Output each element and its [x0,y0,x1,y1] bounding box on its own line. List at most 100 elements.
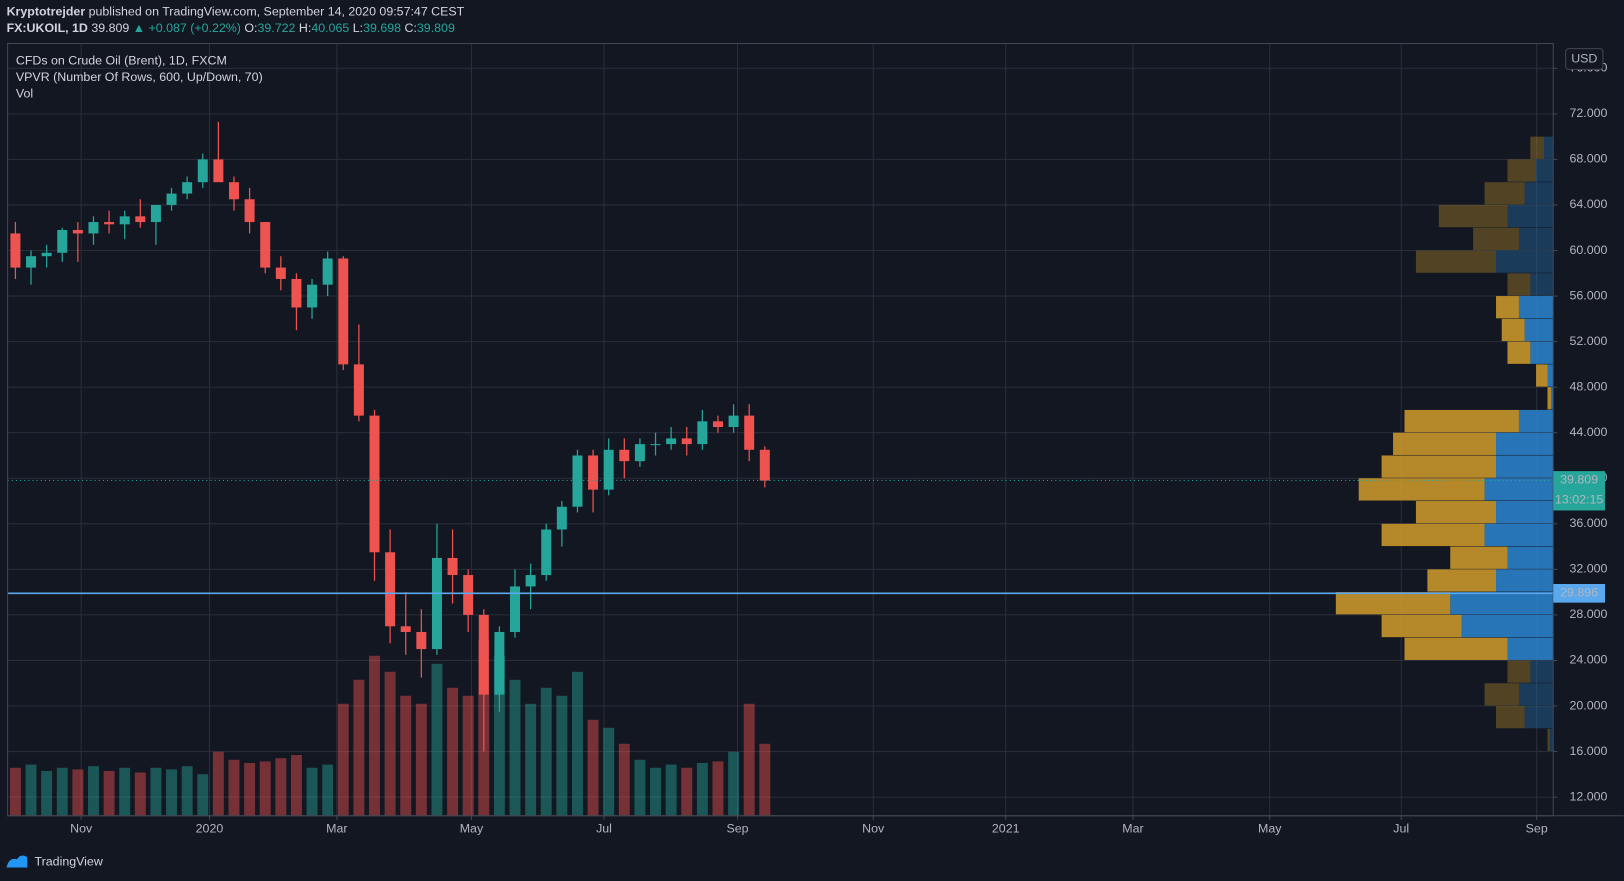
candle-body [666,438,677,445]
volume-bar [41,770,53,816]
volume-bar [650,767,661,816]
countdown: 13:02:15 [1555,492,1603,506]
profile-down [1393,432,1497,455]
profile-down [1536,364,1548,387]
volume-bar [603,727,615,816]
hline-label: 29.896 [1560,586,1598,600]
candle-body [135,216,146,223]
header-line: Kryptotrejder published on TradingView.c… [7,5,465,19]
profile-down [1496,296,1519,319]
profile-down [1335,592,1451,615]
volume-bar [618,743,630,816]
currency-box[interactable] [1565,48,1604,70]
volume-bar [681,767,693,816]
last-price-label: 39.809 [1560,473,1598,487]
profile-up [1496,569,1554,592]
x-tick-label: Jul [1393,822,1409,836]
y-tick-label: 44.000 [1569,425,1607,439]
price: 39.809 [91,21,129,35]
volume-bar [728,751,740,816]
volume-bar [212,751,224,816]
profile-up [1496,250,1554,273]
volume-bar [88,766,99,816]
profile-up [1484,478,1554,501]
candle-body [322,258,333,285]
volume-bar [228,759,240,816]
profile-up [1507,546,1554,569]
candle-body [57,230,68,253]
candle-body [197,159,208,183]
profile-up [1530,273,1554,296]
published: published on TradingView.com, September … [89,5,465,19]
candle-body [431,557,442,650]
profile-down [1484,683,1519,706]
volume-bar [353,679,365,816]
profile-down [1358,478,1485,501]
profile-up [1518,409,1554,433]
y-tick-label: 72.000 [1569,106,1607,120]
profile-down [1415,501,1497,524]
candle-body [510,586,521,632]
profile-up [1530,660,1554,683]
profile-up [1496,432,1554,455]
candle-body [244,199,255,223]
candle-body [88,222,99,234]
volume-bar [275,758,287,816]
ohlc-value: 39.809 [417,21,455,35]
volume-bar [696,762,708,816]
candle-body [353,364,364,416]
profile-up [1518,296,1554,319]
profile-down [1547,387,1551,410]
profile-down [1381,455,1497,478]
hline-label-box [1553,583,1606,603]
candle-body [634,444,645,462]
candle-body [369,415,380,553]
symbol: FX:UKOIL, 1D [7,21,88,35]
y-tick-label: 48.000 [1569,379,1607,393]
ohlc-key: H: [299,21,311,35]
profile-down [1438,204,1508,228]
profile-down [1473,227,1519,250]
ohlc-value: 39.698 [363,21,401,35]
volume-bar [587,719,599,816]
candle-body [260,222,271,268]
volume-bar [290,754,302,816]
volume-bar [197,774,209,816]
x-tick-label: 2021 [992,822,1020,836]
profile-down [1501,318,1525,342]
legend-indicator: Vol [16,86,33,100]
volume-bar [337,703,349,816]
legend-title: CFDs on Crude Oil (Brent), 1D, FXCM [16,53,227,67]
profile-up [1518,227,1554,250]
symbol-line: FX:UKOIL, 1D 39.809 ▲ +0.087 (+0.22%) O:… [7,21,455,35]
volume-bar [743,703,755,816]
volume-bar [119,767,131,816]
profile-up [1544,136,1554,159]
profile-up [1496,501,1554,524]
volume-bar [166,769,178,816]
candle-body [478,614,489,695]
profile-up [1524,706,1554,729]
y-tick-label: 64.000 [1569,197,1607,211]
volume-bar [665,764,677,816]
ohlc-value: 40.065 [311,21,349,35]
volume-bar [306,767,318,816]
volume-bar [525,703,537,816]
profile-up [1461,614,1554,638]
candle-body [119,216,130,225]
volume-bar [150,767,162,816]
logo-icon [6,855,28,868]
x-tick-label: May [1258,822,1282,836]
candle-body [150,204,161,223]
legend-indicator: VPVR (Number Of Rows, 600, Up/Down, 70) [16,70,263,84]
volume-bar [384,671,396,816]
candle-body [166,193,177,205]
profile-up [1507,204,1554,228]
currency: USD [1571,51,1597,65]
candle-body [588,455,599,490]
candle-body [650,444,661,446]
profile-up [1450,592,1554,615]
y-tick-label: 28.000 [1569,607,1607,621]
candle-body [556,506,567,530]
